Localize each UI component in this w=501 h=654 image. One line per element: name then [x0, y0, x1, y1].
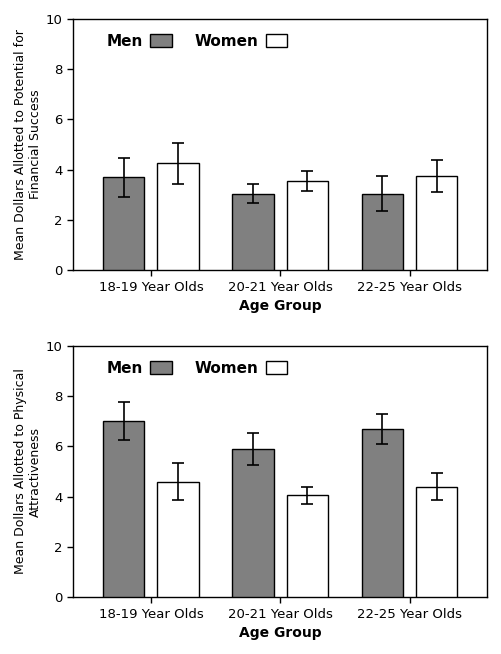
Bar [416, 176, 457, 270]
Bar [362, 429, 403, 597]
Bar [362, 194, 403, 270]
Bar [232, 449, 274, 597]
Bar [416, 487, 457, 597]
Y-axis label: Mean Dollars Allotted to Potential for
Financial Success: Mean Dollars Allotted to Potential for F… [14, 29, 42, 260]
Bar [103, 177, 144, 270]
Legend: Men, Women: Men, Women [102, 356, 292, 380]
X-axis label: Age Group: Age Group [239, 626, 322, 640]
Bar [157, 164, 199, 270]
Bar [287, 495, 328, 597]
Bar [103, 421, 144, 597]
Legend: Men, Women: Men, Women [102, 29, 292, 53]
Y-axis label: Mean Dollars Allotted to Physical
Attractiveness: Mean Dollars Allotted to Physical Attrac… [14, 369, 42, 574]
Bar [157, 481, 199, 597]
Bar [287, 181, 328, 270]
X-axis label: Age Group: Age Group [239, 299, 322, 313]
Bar [232, 194, 274, 270]
